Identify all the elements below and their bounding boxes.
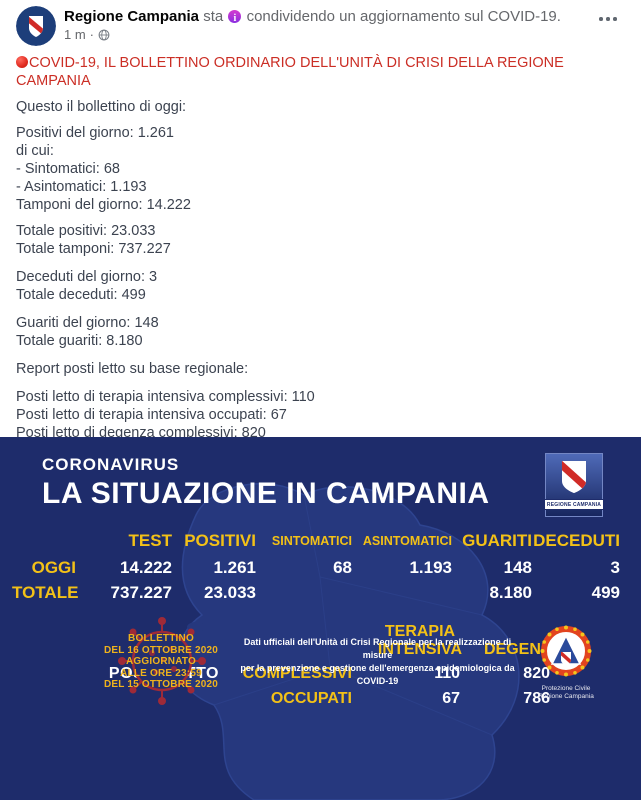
cell-totale-positivi: 23.033 [204, 583, 256, 602]
cell-oggi-test: 14.222 [120, 558, 172, 577]
col-header-positivi: POSITIVI [184, 531, 256, 550]
cell-totale-sintomatici [256, 583, 352, 603]
paragraph: Questo il bollettino di oggi: [16, 99, 187, 115]
action-text-pre: sta [203, 8, 224, 25]
col-header-test: TEST [128, 531, 172, 550]
col-header-sintomatici: SINTOMATICI [271, 534, 352, 548]
infographic-title: LA SITUAZIONE IN CAMPANIA [42, 477, 490, 510]
cell-totale-test: 737.227 [110, 583, 172, 602]
covid-stats-table: TEST POSITIVI SINTOMATICI ASINTOMATICI G… [12, 531, 641, 603]
cell-totale-deceduti: 499 [591, 583, 620, 602]
cell-oggi-guariti: 148 [503, 558, 532, 577]
paragraph: Guariti del giorno: 148 Totale guariti: 8… [16, 315, 159, 349]
infographic-footer: BOLLETTINO DEL 16 OTTOBRE 2020 AGGIORNAT… [0, 617, 641, 711]
infographic-kicker: CORONAVIRUS [42, 455, 180, 474]
paragraph: Positivi del giorno: 1.261 di cui: - Sint… [16, 125, 191, 213]
cell-oggi-sintomatici: 68 [333, 558, 352, 577]
cell-totale-asintomatici [352, 583, 452, 603]
red-circle-emoji [16, 56, 28, 68]
page-name-link[interactable]: Regione Campania [64, 8, 200, 25]
globe-privacy-icon [98, 29, 110, 40]
coronavirus-icon [118, 617, 206, 705]
cell-complessivi-ti: 110 [434, 664, 460, 682]
post-timestamp[interactable]: 1 m [64, 27, 86, 42]
cell-occupati-degenza: 786 [523, 689, 550, 707]
paragraph: Report posti letto su base regionale: [16, 361, 249, 377]
cell-oggi-deceduti: 3 [610, 558, 620, 577]
page-avatar[interactable] [16, 6, 56, 46]
beds-table: TERAPIA INTENSIVA DEGENZA POSTI LETTO COM… [24, 623, 641, 711]
post-title: COVID-19, IL BOLLETTINO ORDINARIO DELL'U… [16, 55, 564, 89]
action-text-post: condividendo un aggiornamento sul COVID-… [246, 8, 561, 25]
official-data-note: Dati ufficiali dell'Unità di Crisi Regio… [240, 637, 515, 686]
regione-campania-logo: REGIONE CAMPANIA [543, 453, 605, 517]
row-label-complessivi: COMPLESSIVI [242, 664, 352, 682]
infographic-heading: CORONAVIRUS LA SITUAZIONE IN CAMPANIA [42, 455, 490, 517]
paragraph: Deceduti del giorno: 3 Totale deceduti: 4… [16, 269, 158, 303]
post-header: Regione Campania sta condividendo un agg… [0, 0, 641, 48]
cell-oggi-positivi: 1.261 [213, 558, 256, 577]
protezione-civile-logo: Protezione Civile Regione Campania [529, 624, 603, 700]
row-label-oggi: OGGI [31, 558, 76, 577]
col-header-deceduti: DECEDUTI [533, 531, 620, 550]
row-label-totale: TOTALE [12, 583, 79, 602]
col-header-guariti: GUARITI [462, 531, 532, 550]
post-image-infographic[interactable]: CORONAVIRUS LA SITUAZIONE IN CAMPANIA RE… [0, 437, 641, 800]
cell-oggi-asintomatici: 1.193 [409, 558, 452, 577]
dot-separator: · [89, 27, 95, 42]
covid-info-icon[interactable] [228, 9, 242, 28]
bulletin-date-note: BOLLETTINO DEL 16 OTTOBRE 2020 AGGIORNAT… [96, 617, 226, 705]
col-header-terapia-intensiva: TERAPIA INTENSIVA [377, 623, 463, 658]
cell-complessivi-degenza: 820 [523, 664, 550, 682]
row-label-occupati: OCCUPATI [270, 689, 352, 707]
post-menu-icon[interactable] [597, 12, 621, 26]
cell-occupati-ti: 67 [442, 689, 460, 707]
campania-map-silhouette [176, 482, 520, 800]
regione-campania-logo-label: REGIONE CAMPANIA [543, 499, 605, 510]
col-header-asintomatici: ASINTOMATICI [362, 534, 452, 548]
cell-totale-guariti: 8.180 [489, 583, 532, 602]
paragraph: Totale positivi: 23.033 Totale tamponi: 7… [16, 223, 171, 257]
protezione-civile-label: Protezione Civile Regione Campania [538, 685, 594, 700]
post-text: COVID-19, IL BOLLETTINO ORDINARIO DELL'U… [0, 48, 641, 459]
